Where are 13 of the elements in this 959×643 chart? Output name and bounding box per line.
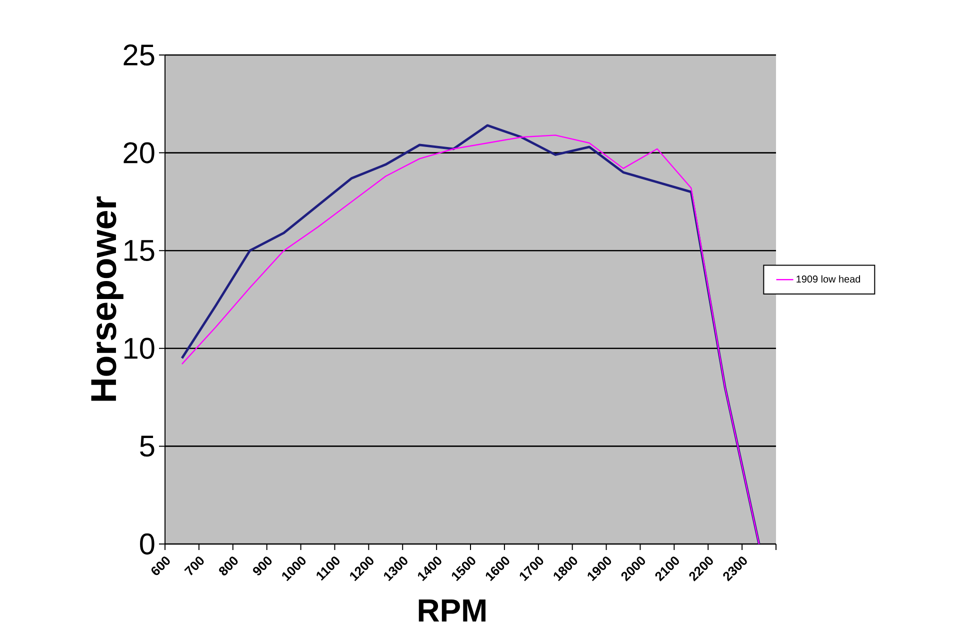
y-tick-label: 5 <box>140 436 154 457</box>
y-tick-label: 20 <box>124 142 154 164</box>
y-tick-label: 15 <box>124 240 154 262</box>
x-tick-label: 900 <box>253 556 272 576</box>
x-tick-label: 600 <box>151 556 170 576</box>
x-tick-label: 800 <box>219 556 238 576</box>
y-axis-title: Horsepower <box>91 196 124 401</box>
y-tick-label: 0 <box>140 533 154 555</box>
x-tick-label: 700 <box>184 556 204 576</box>
y-tick-label: 10 <box>124 338 154 359</box>
legend-label: 1909 low head <box>796 275 860 283</box>
y-tick-label: 25 <box>124 44 154 66</box>
x-axis-title: RPM <box>418 600 486 622</box>
